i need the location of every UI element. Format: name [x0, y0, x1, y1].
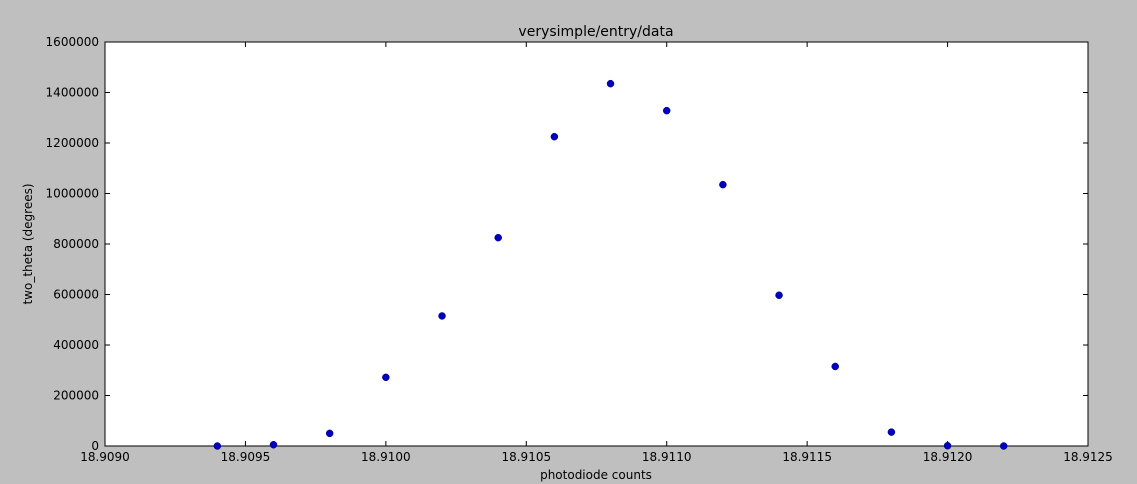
data-point: [325, 429, 334, 438]
data-point: [662, 106, 671, 115]
data-point: [831, 362, 839, 371]
y-axis: 0 200000 400000 600000 800000 1000000 1200000 1…: [46, 35, 1088, 453]
x-tick-label: 18.9110: [642, 450, 692, 464]
y-tick-label: 600000: [53, 288, 99, 302]
x-tick-label: 18.9100: [361, 450, 411, 464]
data-point: [887, 428, 896, 436]
data-point: [606, 79, 615, 88]
data-point: [775, 291, 783, 300]
x-tick-label: 18.9095: [221, 450, 271, 464]
x-tick-label: 18.9125: [1063, 450, 1113, 464]
data-point: [494, 233, 502, 242]
y-tick-label: 400000: [53, 338, 99, 352]
y-tick-label: 1600000: [46, 35, 99, 49]
y-tick-label: 200000: [53, 389, 99, 403]
y-tick-label: 0: [91, 439, 99, 453]
chart-title: verysimple/entry/data: [518, 24, 673, 40]
plot-area: [104, 41, 1089, 447]
data-point: [943, 441, 952, 450]
x-axis-label: photodiode counts: [540, 468, 652, 482]
x-tick-label: 18.9090: [80, 450, 130, 464]
data-point: [438, 312, 446, 320]
y-tick-label: 1000000: [46, 187, 99, 201]
x-tick-label: 18.9105: [501, 450, 551, 464]
data-point: [382, 373, 390, 382]
data-point: [719, 180, 727, 189]
data-point: [550, 132, 559, 141]
data-point: [269, 440, 278, 449]
y-tick-label: 1200000: [46, 136, 99, 150]
data-point: [213, 442, 222, 450]
y-tick-label: 1400000: [46, 86, 99, 100]
x-axis: 18.9090 18.9095 18.9100 18.9105 18.9110 18.91…: [80, 42, 1113, 464]
data-points: [213, 79, 1008, 450]
x-tick-label: 18.9120: [923, 450, 973, 464]
y-tick-label: 800000: [53, 237, 99, 251]
y-axis-label: two_theta (degrees): [21, 183, 35, 304]
x-tick-label: 18.9115: [782, 450, 832, 464]
data-point: [999, 442, 1008, 450]
